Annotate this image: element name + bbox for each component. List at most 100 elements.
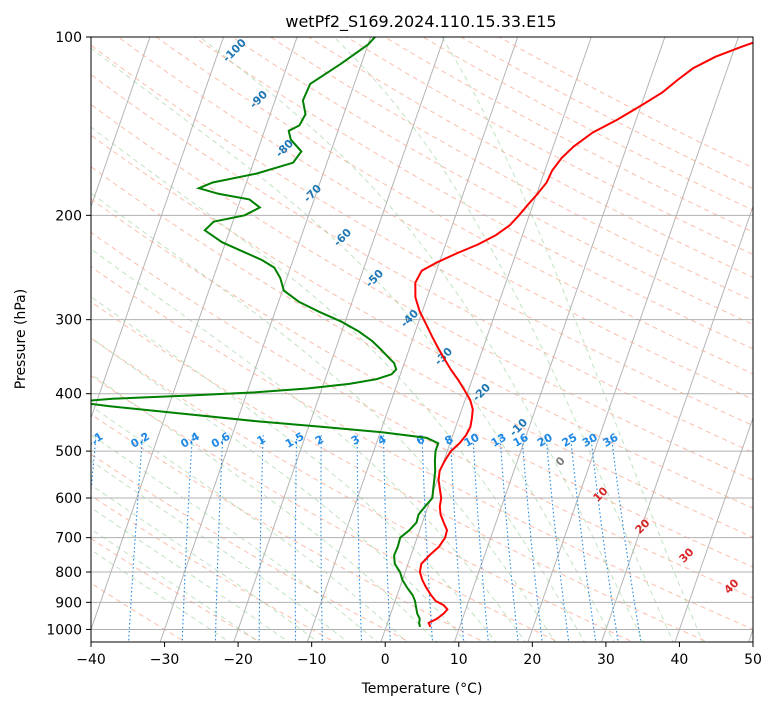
y-tick-label: 1000 [46, 622, 82, 638]
x-tick-label: 10 [450, 652, 468, 668]
mixing-ratio-line [91, 435, 97, 498]
dry-adiabat-line [91, 453, 411, 642]
isotherm-line [91, 37, 298, 631]
dry-adiabat-line [91, 266, 753, 630]
dewpoint-profile-line [91, 37, 440, 628]
temperature-profile-line [414, 41, 753, 628]
dry-adiabat-line [91, 374, 560, 642]
y-tick-label: 200 [55, 208, 82, 224]
dry-adiabat-line [383, 37, 753, 233]
plot-frame [90, 36, 754, 643]
moist-adiabat-line [91, 296, 497, 642]
x-tick-label: 40 [671, 652, 689, 668]
isotherm-line [233, 37, 445, 642]
mixing-ratio-line [258, 435, 264, 642]
adiabat-label: -70 [301, 182, 324, 205]
dry-adiabat-line [91, 103, 753, 481]
theta-e-label: 40 [722, 576, 742, 596]
moist-adiabat-line [91, 528, 260, 642]
mixing-ratio-line [590, 435, 619, 642]
y-tick-label: 300 [55, 313, 82, 329]
mixing-ratio-label: 2 [313, 433, 326, 448]
mixing-ratio-line [383, 435, 391, 642]
moist-adiabat-line [91, 248, 527, 642]
mixing-ratio-line [421, 435, 434, 642]
mixing-ratio-label: 0.1 [82, 430, 105, 451]
mixing-ratio-line [214, 435, 224, 642]
y-tick-label: 600 [55, 491, 82, 507]
y-tick-label: 800 [55, 565, 82, 581]
isotherm-line [306, 37, 519, 642]
isotherm-line [600, 205, 753, 642]
dry-adiabat-line [91, 198, 753, 568]
x-tick-label: 20 [523, 652, 541, 668]
mixing-ratio-line [610, 435, 642, 642]
dry-adiabat-line [91, 495, 336, 642]
mixing-ratio-line [521, 435, 543, 642]
mixing-ratio-label: 8 [442, 433, 455, 448]
mixing-ratio-label: 25 [560, 431, 580, 450]
mixing-ratio-line [499, 435, 519, 642]
dry-adiabat-line [498, 37, 753, 169]
chart-title: wetPf2_S169.2024.110.15.33.E15 [285, 12, 556, 32]
dry-adiabat-line [91, 134, 753, 509]
x-tick-label: 0 [381, 652, 390, 668]
mixing-ratio-line [569, 435, 597, 642]
adiabat-label: -40 [398, 307, 421, 330]
background-line-labels: 0.1 0.2 0.4 0.6 1 1.5 2 3 4 6 8 10 13 16 20 25 30 36-100-… [82, 37, 742, 597]
x-tick-label: −10 [297, 652, 327, 668]
isotherm-line [380, 37, 592, 642]
mixing-ratio-line [472, 435, 489, 642]
x-tick-label: −20 [223, 652, 253, 668]
isotherm-line [91, 37, 225, 420]
x-tick-label: 50 [744, 652, 762, 668]
y-tick-label: 100 [55, 30, 82, 46]
dry-adiabat-line [269, 37, 753, 302]
dry-adiabat-line [91, 73, 753, 454]
dry-adiabat-line [117, 37, 753, 400]
y-axis-label: Pressure (hPa) [13, 289, 29, 389]
mixing-ratio-label: 6 [414, 433, 427, 448]
pressure-gridlines [91, 37, 753, 630]
moist-adiabat-line [91, 373, 438, 642]
moist-adiabat-line [91, 126, 586, 642]
adiabat-label: -80 [273, 137, 296, 160]
mixing-ratio-line [320, 435, 323, 642]
y-tick-label: 900 [55, 595, 82, 611]
dry-adiabat-line [193, 37, 753, 350]
theta-e-label: 20 [633, 516, 653, 536]
moist-adiabat-line [91, 484, 319, 642]
moist-adiabat-line [91, 337, 467, 642]
mixing-ratio-label: 3 [349, 433, 362, 448]
dry-adiabat-line [91, 413, 485, 642]
mixing-ratio-label: 1 [255, 433, 268, 448]
x-tick-label: 30 [597, 652, 615, 668]
mixing-ratio-line [294, 435, 298, 642]
y-tick-label: 500 [55, 444, 82, 460]
moist-adiabat-line [198, 37, 645, 642]
isotherm-line [527, 37, 739, 642]
adiabat-label: -90 [247, 88, 270, 111]
dry-adiabat-line [460, 37, 753, 190]
moist-adiabat-line [441, 37, 704, 642]
mixing-ratio-line [356, 435, 363, 642]
mixing-ratio-line [545, 435, 570, 642]
mixing-ratio-label: 1.5 [283, 430, 306, 451]
moist-adiabat-line [91, 434, 378, 642]
theta-e-label: 10 [591, 484, 611, 504]
background-lines [91, 37, 753, 642]
x-axis-ticks: −40 −30 −20 −10 0 10 20 30 40 50 [76, 642, 762, 668]
sounding-profiles [91, 37, 753, 628]
mixing-ratio-label: 0.6 [209, 430, 233, 451]
isotherm-line [748, 627, 753, 642]
mixing-ratio-label: 10 [462, 431, 482, 450]
dry-adiabat-line [91, 44, 753, 427]
dry-adiabat-line [91, 337, 635, 642]
x-tick-label: −30 [150, 652, 180, 668]
mixing-ratio-line [128, 435, 144, 642]
isotherm-line [674, 416, 753, 642]
isotherm-line [159, 37, 372, 642]
mixing-ratio-label: 20 [535, 431, 555, 450]
mixing-ratio-label: 4 [375, 433, 388, 448]
mixing-ratio-line [181, 435, 193, 642]
